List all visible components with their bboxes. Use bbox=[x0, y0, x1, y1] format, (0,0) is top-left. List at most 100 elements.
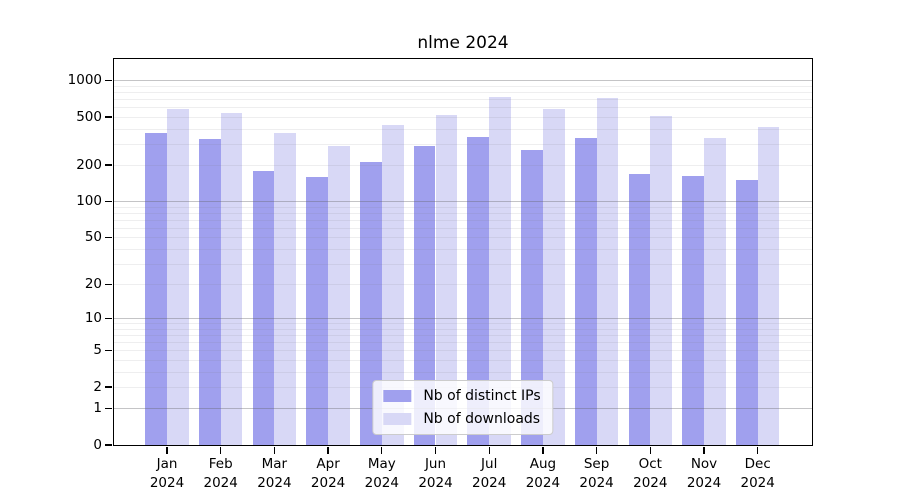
gridline-major-10 bbox=[114, 318, 812, 320]
legend-row-distinct-ips: Nb of distinct IPs bbox=[383, 388, 541, 404]
legend-swatch-icon bbox=[383, 390, 412, 402]
gridline-minor-700 bbox=[114, 99, 812, 101]
gridline-minor-40 bbox=[114, 249, 812, 250]
bar-may-downloads bbox=[381, 125, 404, 445]
gridline-minor-200 bbox=[114, 165, 812, 167]
x-tick-label-may: May 2024 bbox=[364, 456, 399, 491]
y-tick-label-50: 50 bbox=[84, 229, 102, 246]
x-tick-label-dec: Dec 2024 bbox=[740, 456, 775, 491]
bar-dec-distinct-ips bbox=[735, 179, 758, 445]
y-tick-label-1000: 1000 bbox=[67, 72, 102, 89]
gridline-minor-8 bbox=[114, 329, 812, 331]
bar-jul-downloads bbox=[489, 97, 511, 445]
bar-jan-distinct-ips bbox=[145, 133, 167, 445]
legend-label: Nb of downloads bbox=[423, 411, 541, 427]
gridline-minor-6 bbox=[114, 342, 812, 344]
x-tick-label-jul: Jul 2024 bbox=[472, 456, 507, 491]
x-tick-aug bbox=[542, 446, 544, 454]
bar-feb-downloads bbox=[220, 112, 243, 445]
gridline-minor-90 bbox=[114, 206, 812, 208]
gridline-minor-300 bbox=[114, 143, 812, 145]
bar-jun-downloads bbox=[435, 114, 458, 445]
gridline-minor-5 bbox=[114, 350, 812, 352]
legend-label: Nb of distinct IPs bbox=[423, 388, 541, 404]
y-tick-label-500: 500 bbox=[76, 108, 102, 125]
y-tick-20 bbox=[105, 283, 112, 285]
y-tick-1 bbox=[105, 407, 112, 410]
gridline-minor-3 bbox=[114, 371, 812, 373]
bar-oct-distinct-ips bbox=[628, 173, 651, 445]
x-tick-label-sep: Sep 2024 bbox=[579, 456, 614, 491]
x-tick-label-feb: Feb 2024 bbox=[203, 456, 238, 491]
gridline-minor-30 bbox=[114, 263, 812, 265]
x-tick-may bbox=[381, 446, 383, 454]
gridline-major-100 bbox=[114, 201, 812, 203]
y-tick-label-200: 200 bbox=[76, 157, 102, 174]
legend-swatch-icon bbox=[383, 413, 412, 425]
x-tick-mar bbox=[273, 446, 276, 454]
x-tick-nov bbox=[703, 446, 705, 454]
gridline-minor-900 bbox=[114, 85, 812, 87]
bar-aug-distinct-ips bbox=[521, 150, 543, 445]
y-tick-label-0: 0 bbox=[93, 437, 102, 453]
gridline-major-1000 bbox=[114, 80, 812, 82]
bar-sep-downloads bbox=[596, 98, 619, 445]
bar-feb-distinct-ips bbox=[198, 138, 221, 445]
x-tick-jun bbox=[434, 446, 437, 454]
x-tick-feb bbox=[220, 446, 222, 454]
bar-may-distinct-ips bbox=[360, 161, 382, 445]
x-tick-label-nov: Nov 2024 bbox=[686, 456, 722, 491]
x-tick-label-oct: Oct 2024 bbox=[633, 456, 668, 491]
bar-nov-downloads bbox=[704, 138, 726, 445]
plot-area: 1000 500 200 100 50 20 10 5 2 1 0 Jan 2024 Feb 2024 Mar… bbox=[68, 58, 813, 491]
x-tick-sep bbox=[595, 446, 598, 454]
bar-oct-downloads bbox=[650, 116, 673, 445]
gridline-minor-9 bbox=[114, 323, 812, 325]
gridline-minor-4 bbox=[114, 360, 812, 362]
gridline-minor-400 bbox=[114, 128, 812, 130]
bar-apr-downloads bbox=[328, 145, 350, 445]
gridline-minor-600 bbox=[114, 107, 812, 109]
axes-layer: 1000 500 200 100 50 20 10 5 2 1 0 Jan 2024 Feb 2024 Mar… bbox=[68, 59, 812, 491]
bar-mar-distinct-ips bbox=[252, 171, 275, 445]
y-tick-5 bbox=[105, 349, 112, 352]
y-tick-10 bbox=[105, 317, 112, 320]
chart-title: nlme 2024 bbox=[417, 33, 509, 53]
bar-jul-distinct-ips bbox=[467, 137, 490, 445]
bar-jan-downloads bbox=[167, 109, 189, 445]
x-tick-label-jun: Jun 2024 bbox=[418, 456, 453, 491]
x-tick-label-jan: Jan 2024 bbox=[149, 456, 185, 491]
y-tick-50 bbox=[105, 236, 112, 239]
y-tick-1000 bbox=[105, 79, 112, 82]
y-tick-500 bbox=[105, 116, 112, 118]
x-tick-label-aug: Aug 2024 bbox=[525, 456, 561, 491]
y-tick-0 bbox=[105, 444, 112, 446]
legend-row-downloads: Nb of downloads bbox=[383, 411, 540, 427]
bar-dec-downloads bbox=[757, 127, 780, 445]
bar-mar-downloads bbox=[274, 132, 297, 445]
gridline-minor-50 bbox=[114, 237, 812, 239]
bar-sep-distinct-ips bbox=[574, 138, 597, 445]
x-tick-dec bbox=[757, 446, 759, 454]
gridline-minor-7 bbox=[114, 335, 812, 337]
gridline-minor-500 bbox=[114, 116, 812, 118]
bar-aug-downloads bbox=[542, 108, 565, 445]
gridlines-layer bbox=[114, 59, 812, 445]
gridline-minor-800 bbox=[114, 92, 812, 94]
bars-layer bbox=[114, 59, 812, 445]
y-tick-100 bbox=[105, 200, 112, 203]
gridline-minor-80 bbox=[114, 213, 812, 215]
x-tick-jul bbox=[488, 446, 490, 454]
gridline-minor-60 bbox=[114, 228, 812, 230]
x-tick-label-mar: Mar 2024 bbox=[257, 456, 292, 491]
y-tick-2 bbox=[105, 386, 112, 388]
bar-jun-distinct-ips bbox=[413, 146, 436, 445]
y-tick-label-20: 20 bbox=[84, 276, 102, 293]
y-tick-label-2: 2 bbox=[93, 379, 102, 396]
y-tick-label-100: 100 bbox=[76, 193, 102, 210]
x-tick-apr bbox=[327, 446, 329, 454]
bar-nov-distinct-ips bbox=[682, 175, 704, 445]
y-tick-200 bbox=[105, 164, 112, 166]
gridline-minor-20 bbox=[114, 284, 812, 286]
